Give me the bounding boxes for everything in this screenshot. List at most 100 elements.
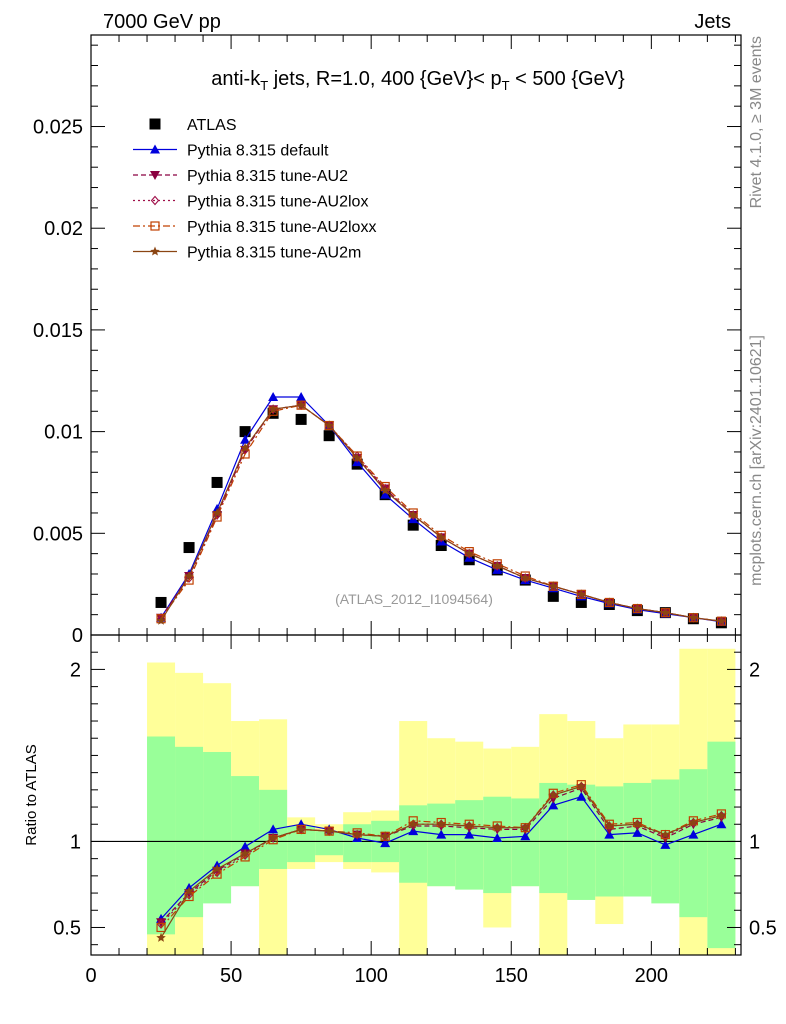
ratio-point-au2loxx	[464, 819, 474, 829]
x-tick-label: 200	[635, 965, 668, 987]
point-au2m	[632, 603, 643, 613]
title-part-b: jets, R=1.0, 400 {GeV}< p	[268, 68, 502, 90]
point-atlas	[211, 476, 223, 488]
y-tick-label: 0.025	[33, 117, 83, 139]
ratio-point-au2m	[268, 833, 278, 843]
band-inner-bin	[567, 784, 596, 900]
legend-marker-au2lox	[150, 195, 160, 206]
band-inner-bin	[483, 796, 512, 894]
point-au2m	[660, 607, 671, 617]
x-tick-label: 100	[354, 965, 387, 987]
watermark: (ATLAS_2012_I1094564)	[335, 591, 493, 607]
legend-label-default: Pythia 8.315 default	[187, 143, 329, 160]
ratio-point-au2m	[520, 822, 531, 832]
point-au2m	[548, 581, 559, 591]
ratio-point-default	[464, 829, 475, 839]
axes-frames	[90, 34, 742, 956]
ratio-point-au2m	[548, 790, 559, 800]
y-tick-label: 0.01	[44, 422, 83, 444]
point-au2m	[156, 615, 166, 625]
rivet-label: Rivet 4.1.0, ≥ 3M events	[748, 36, 765, 208]
band-inner-bin	[707, 741, 736, 949]
legend-marker-au2	[150, 171, 160, 180]
ratio-y-tick-label-right: 2	[749, 659, 760, 681]
ratio-point-au2m	[156, 932, 166, 942]
point-au2lox	[184, 573, 194, 583]
x-tick-label: 50	[220, 965, 242, 987]
ratio-point-au2lox	[156, 919, 166, 929]
band-inner-bin	[511, 798, 540, 887]
ratio-point-default	[520, 831, 531, 841]
point-default	[296, 392, 307, 402]
point-au2m	[464, 548, 474, 558]
point-au2m	[716, 616, 727, 626]
point-atlas	[407, 519, 419, 531]
ratio-point-au2m	[632, 819, 643, 829]
ratio-point-au2m	[184, 886, 194, 896]
ratio-y-tick-label-right: 1	[749, 831, 760, 853]
ratio-line-au2lox	[160, 785, 722, 925]
point-au2m	[408, 510, 418, 520]
main-series-layer	[155, 392, 727, 629]
title-sub-b: T	[502, 78, 510, 93]
point-atlas	[239, 426, 251, 438]
legend-label-atlas: ATLAS	[187, 117, 237, 134]
ratio-point-default	[632, 827, 643, 837]
ratio-point-au2loxx	[688, 816, 698, 826]
band-inner-bin	[203, 751, 232, 904]
point-au2m	[268, 404, 278, 414]
ratio-point-au2loxx	[716, 809, 726, 819]
ratio-y-tick-label: 2	[70, 659, 81, 681]
legend: ATLAS Pythia 8.315 default Pythia 8.315 tu…	[133, 117, 376, 262]
ratio-y-tick-label-right: 0.5	[749, 917, 777, 939]
ratio-point-au2loxx	[576, 780, 586, 790]
ratio-y-tick-label: 1	[70, 831, 81, 853]
legend-marker-au2m	[150, 246, 160, 256]
y-tick-label: 0.015	[33, 320, 83, 342]
point-au2m	[296, 400, 306, 410]
ratio-point-au2m	[576, 781, 587, 791]
point-au2lox	[212, 510, 222, 520]
ratio-point-au2	[156, 918, 167, 928]
ratio-point-au2m	[408, 819, 418, 829]
legend-marker-atlas	[149, 118, 161, 130]
point-au2m	[324, 420, 334, 430]
point-atlas	[155, 596, 167, 608]
y-tick-label: 0.005	[33, 523, 83, 545]
legend-marker-au2loxx	[150, 221, 160, 231]
ratio-point-au2m	[212, 863, 222, 874]
point-atlas	[295, 413, 307, 425]
point-default	[240, 434, 251, 444]
ratio-point-au2m	[688, 817, 699, 827]
point-au2m	[520, 573, 531, 583]
point-au2m	[380, 485, 390, 495]
point-atlas	[323, 430, 335, 442]
point-default	[268, 392, 279, 402]
ratio-point-au2m	[716, 810, 727, 820]
ratio-point-au2m	[604, 820, 615, 831]
legend-label-au2m: Pythia 8.315 tune-AU2m	[187, 245, 361, 262]
band-inner-bin	[399, 805, 428, 883]
point-au2m	[212, 507, 222, 518]
band-inner-bin	[427, 803, 456, 887]
point-au2m	[184, 571, 194, 581]
point-au2m	[604, 597, 615, 607]
legend-label-au2lox: Pythia 8.315 tune-AU2lox	[187, 194, 368, 211]
ratio-point-default	[268, 824, 279, 834]
ratio-point-au2m	[492, 822, 503, 832]
point-au2m	[576, 589, 587, 599]
band-inner-bin	[455, 800, 484, 890]
ratio-frame	[90, 634, 742, 956]
ratio-point-default	[688, 829, 699, 839]
ratio-point-au2loxx	[436, 817, 446, 828]
ratio-point-default	[548, 800, 559, 810]
band-inner-bin	[231, 776, 260, 887]
title-part-c: < 500 {GeV}	[510, 68, 625, 90]
point-au2m	[688, 612, 699, 622]
axis-ticks: 0 0.005 0.01 0.015 0.02 0.025 0.5 0.5 1 1 2 2 0 50 100…	[33, 35, 777, 987]
point-atlas	[435, 540, 447, 552]
ratio-point-au2m	[436, 819, 446, 829]
legend-marker-default	[150, 144, 160, 154]
point-au2m	[436, 532, 446, 542]
x-tick-label: 0	[85, 965, 96, 987]
